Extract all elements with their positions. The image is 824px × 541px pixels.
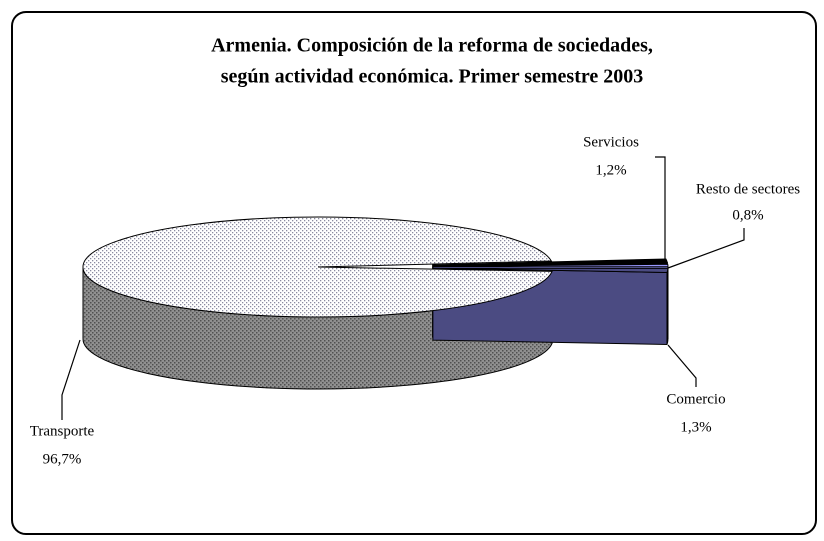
leader-line bbox=[667, 228, 745, 269]
slice-value-label: 0,8% bbox=[732, 207, 763, 223]
slice bbox=[432, 258, 668, 266]
slice-value-label: 1,3% bbox=[680, 419, 711, 435]
slice-value-label: 1,2% bbox=[595, 162, 626, 178]
leader-line bbox=[667, 344, 697, 387]
slice-label: Transporte bbox=[30, 423, 95, 439]
slice-label: Resto de sectores bbox=[696, 181, 800, 197]
slice-label: Comercio bbox=[666, 391, 725, 407]
chart-title: Armenia. Composición de la reforma de so… bbox=[211, 35, 653, 57]
leader-line bbox=[61, 339, 81, 420]
pie bbox=[82, 216, 669, 390]
leader-line bbox=[655, 156, 666, 262]
slice bbox=[432, 263, 669, 268]
slice bbox=[82, 216, 553, 318]
slice bbox=[432, 267, 669, 273]
chart-title: según actividad económica. Primer semest… bbox=[221, 66, 644, 88]
slice-label: Servicios bbox=[583, 134, 639, 150]
slice-value-label: 96,7% bbox=[43, 451, 82, 467]
